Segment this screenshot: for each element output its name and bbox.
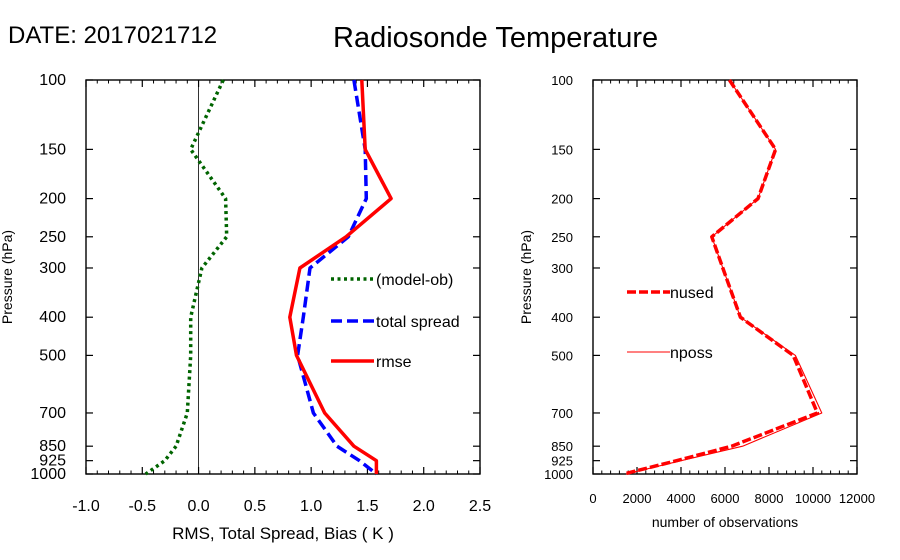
chart-panel-2: 0 2000 4000 6000 8000 10000 12000 100 150 200 250 3… bbox=[518, 73, 875, 530]
y-tick-label: 150 bbox=[551, 142, 573, 157]
legend-label-nposs: nposs bbox=[670, 345, 713, 362]
series-line-total-spread bbox=[295, 79, 378, 476]
x-tick-label: 12000 bbox=[839, 491, 875, 506]
y-tick-label: 700 bbox=[39, 405, 66, 422]
y-tick-label: 300 bbox=[551, 261, 573, 276]
y-tick-label: 250 bbox=[551, 230, 573, 245]
series-line-rmse bbox=[288, 79, 393, 474]
series-line-model-ob bbox=[144, 79, 229, 476]
y-tick-label: 250 bbox=[39, 229, 66, 246]
x-tick-label: 0 bbox=[589, 491, 596, 506]
y-tick-label: 1000 bbox=[544, 467, 573, 482]
date-label: DATE: 2017021712 bbox=[8, 22, 218, 49]
chart-title: Radiosonde Temperature bbox=[333, 22, 659, 54]
y-tick-label: 1000 bbox=[30, 466, 66, 483]
y-tick-label: 200 bbox=[39, 191, 66, 208]
y-tick-label: 925 bbox=[551, 454, 573, 469]
x-tick-label: -0.5 bbox=[128, 498, 156, 515]
x-tick-label: 1.0 bbox=[300, 498, 322, 515]
y-axis-label: Pressure (hPa) bbox=[0, 230, 15, 324]
y-tick-label: 850 bbox=[39, 438, 66, 455]
x-tick-label: 0.0 bbox=[187, 498, 209, 515]
y-tick-label: 150 bbox=[39, 141, 66, 158]
y-tick-label: 850 bbox=[551, 439, 573, 454]
series-line-nposs bbox=[625, 79, 823, 475]
series-line-nused bbox=[623, 79, 820, 476]
x-axis-label: number of observations bbox=[652, 514, 798, 530]
y-tick-label: 500 bbox=[551, 348, 573, 363]
x-tick-label: 6000 bbox=[711, 491, 740, 506]
y-tick-label: 400 bbox=[551, 310, 573, 325]
x-tick-label: 2.5 bbox=[469, 498, 491, 515]
legend-label-model-ob: (model-ob) bbox=[376, 272, 453, 289]
y-tick-label: 500 bbox=[39, 347, 66, 364]
x-tick-label: 1.5 bbox=[356, 498, 378, 515]
x-tick-label: 2.0 bbox=[413, 498, 435, 515]
y-tick-label: 100 bbox=[39, 72, 66, 89]
plot-frame bbox=[85, 79, 481, 475]
x-tick-label: 8000 bbox=[755, 491, 784, 506]
y-tick-label: 700 bbox=[551, 406, 573, 421]
y-tick-label: 100 bbox=[551, 73, 573, 88]
y-tick-label: 400 bbox=[39, 309, 66, 326]
x-tick-label: 2000 bbox=[623, 491, 652, 506]
y-tick-label: 300 bbox=[39, 260, 66, 277]
x-tick-label: 0.5 bbox=[244, 498, 266, 515]
x-tick-label: -1.0 bbox=[72, 498, 100, 515]
y-axis-label: Pressure (hPa) bbox=[518, 230, 534, 324]
y-tick-label: 925 bbox=[39, 453, 66, 470]
x-tick-label: 10000 bbox=[795, 491, 831, 506]
legend-label-total-spread: total spread bbox=[376, 314, 460, 331]
chart-panel-1: -1.0 -0.5 0.0 0.5 1.0 1.5 2.0 2.5 100 150 200 250 30… bbox=[0, 72, 491, 543]
x-axis-label: RMS, Total Spread, Bias ( K ) bbox=[172, 524, 394, 543]
x-tick-label: 4000 bbox=[667, 491, 696, 506]
legend-label-rmse: rmse bbox=[376, 354, 412, 371]
legend-label-nused: nused bbox=[670, 285, 714, 302]
y-tick-label: 200 bbox=[551, 192, 573, 207]
